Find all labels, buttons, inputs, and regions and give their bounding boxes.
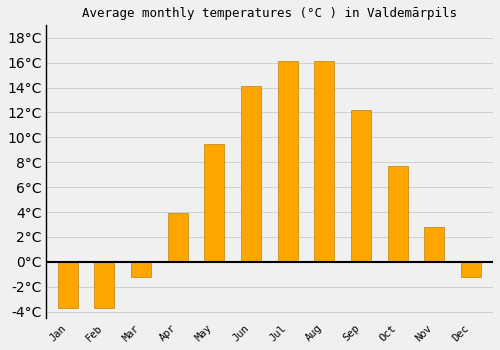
Bar: [131, 262, 151, 277]
Bar: [388, 166, 408, 262]
Bar: [314, 61, 334, 262]
Bar: [278, 61, 298, 262]
Bar: [461, 262, 481, 277]
Bar: [58, 262, 78, 308]
Bar: [168, 213, 188, 262]
Bar: [204, 144, 225, 262]
Bar: [351, 110, 371, 262]
Bar: [241, 86, 261, 262]
Bar: [94, 262, 114, 308]
Bar: [424, 227, 444, 262]
Title: Average monthly temperatures (°C ) in Valdemārpils: Average monthly temperatures (°C ) in Va…: [82, 7, 457, 20]
